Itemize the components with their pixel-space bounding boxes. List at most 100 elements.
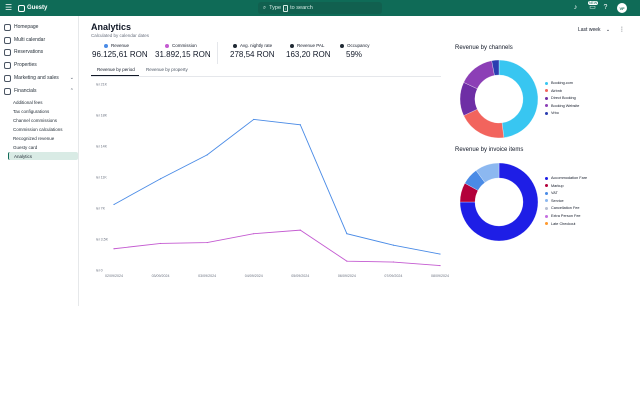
legend-item[interactable]: Extra Person Fee	[545, 214, 581, 218]
logo-mark-icon	[18, 4, 25, 12]
sidebar-item-label: Marketing and sales	[14, 75, 59, 81]
sidebar-subitem-analytics[interactable]: Analytics	[8, 152, 78, 160]
legend-item[interactable]: Service	[545, 199, 564, 203]
metric-value: 163,20 RON	[286, 50, 331, 59]
legend-item[interactable]: Markup	[545, 184, 564, 188]
donut-slice[interactable]	[463, 109, 505, 139]
data-point[interactable]	[439, 253, 441, 255]
avatar[interactable]: VF	[617, 3, 627, 13]
data-point[interactable]	[392, 261, 395, 263]
period-dropdown[interactable]: Last week ⌄	[578, 27, 610, 33]
x-tick-label: 05/09/2024	[291, 274, 309, 278]
donut-slice[interactable]	[475, 162, 500, 183]
new-badge: NEW	[588, 1, 599, 5]
data-point[interactable]	[206, 241, 208, 244]
chevron-down-icon: ⌄	[605, 27, 611, 33]
invoice-items-panel-title: Revenue by invoice items	[455, 147, 524, 153]
sidebar-subitem-recognized-revenue[interactable]: Recognized revenue	[13, 135, 55, 141]
y-tick-label: lei 7K	[96, 207, 106, 211]
chevron-down-icon: ⌄	[69, 75, 74, 81]
sidebar-subitem-tax-configurations[interactable]: Tax configurations	[13, 108, 50, 114]
period-value: Last week	[578, 27, 601, 33]
legend-item[interactable]: Booking.com	[545, 81, 573, 85]
search-prefix: Type	[269, 5, 282, 11]
y-tick-label: lei 21K	[96, 83, 108, 87]
sidebar-item-properties[interactable]: Properties	[4, 60, 78, 70]
guesty-logo[interactable]: Guesty	[18, 3, 47, 13]
data-point[interactable]	[299, 229, 301, 231]
more-options-icon[interactable]: ⋮	[619, 27, 625, 33]
y-tick-label: lei 3,5K	[96, 238, 109, 242]
data-point[interactable]	[159, 242, 162, 245]
sidebar-item-homepage[interactable]: Homepage	[4, 22, 78, 32]
legend-item[interactable]: VAT	[545, 191, 558, 195]
marketing-icon	[4, 74, 11, 82]
legend-swatch	[545, 214, 548, 218]
financials-icon	[4, 87, 11, 95]
sidebar-item-reservations[interactable]: Reservations	[4, 47, 78, 57]
x-tick-label: 02/09/2024	[105, 274, 123, 278]
legend-item[interactable]: Direct Booking	[545, 96, 576, 100]
sidebar-item-marketing[interactable]: Marketing and sales ⌄	[4, 73, 78, 83]
data-point[interactable]	[299, 124, 301, 126]
sidebar-subitem-additional-fees[interactable]: Additional fees	[13, 99, 43, 105]
data-point[interactable]	[253, 233, 255, 235]
data-point[interactable]	[206, 154, 208, 156]
legend-item[interactable]: Booking Website	[545, 104, 579, 108]
legend-label: Service	[551, 198, 564, 203]
metric-value: 278,54 RON	[230, 50, 275, 59]
series-line-revenue	[113, 118, 441, 255]
metric-label: Commission	[172, 43, 197, 48]
sidebar-subitem-commission-calculations[interactable]: Commission calculations	[13, 126, 63, 132]
metric-occupancy: Occupancy 59%	[340, 43, 370, 59]
legend-item[interactable]: Cancellation Fee	[545, 206, 580, 210]
sidebar-item-label: Properties	[14, 62, 37, 68]
legend-swatch	[545, 96, 548, 100]
legend-swatch	[545, 222, 548, 226]
page-title: Analytics	[91, 22, 132, 32]
metric-value: 96.125,61 RON	[92, 50, 148, 59]
legend-swatch	[545, 184, 548, 188]
legend-item[interactable]: Late Checkout	[545, 222, 576, 226]
tab-revenue-by-period[interactable]: Revenue by period	[97, 67, 135, 72]
metric-commission: Commission 31.892,15 RON	[155, 43, 211, 59]
hamburger-menu-icon[interactable]: ☰	[5, 3, 13, 12]
data-point[interactable]	[159, 178, 162, 180]
sidebar-item-multi-calendar[interactable]: Multi calendar	[4, 35, 78, 45]
legend-label: Late Checkout	[551, 221, 576, 226]
data-point[interactable]	[392, 244, 395, 246]
donut-slice[interactable]	[459, 162, 539, 242]
series-line-commission	[113, 229, 441, 267]
data-point[interactable]	[439, 264, 441, 267]
x-tick-label: 04/09/2024	[245, 274, 263, 278]
donut-slice[interactable]	[498, 59, 539, 138]
active-tab-indicator	[91, 75, 139, 76]
legend-label: Cancellation Fee	[551, 206, 580, 211]
chat-icon[interactable]: ▭	[589, 4, 596, 11]
x-tick-label: 03/09/2024	[198, 274, 216, 278]
legend-swatch	[545, 176, 548, 180]
revenue-line-chart: lei 21K lei 18K lei 14K lei 11K lei 7K lei 3,…	[96, 83, 449, 279]
search-bar[interactable]: ⌕ Type / to search	[258, 2, 382, 14]
legend-item[interactable]: Vrbo	[545, 111, 559, 115]
metric-label: Occupancy	[347, 43, 370, 48]
donut-slice[interactable]	[491, 59, 500, 76]
sidebar-subitem-guesty-card[interactable]: Guesty card	[13, 144, 38, 150]
bell-icon[interactable]: ♪	[573, 4, 578, 11]
metric-value: 31.892,15 RON	[155, 50, 211, 59]
data-point[interactable]	[346, 260, 348, 262]
sidebar-item-label: Multi calendar	[14, 37, 46, 43]
sidebar-subitem-channel-commissions[interactable]: Channel commissions	[13, 117, 58, 123]
help-icon[interactable]: ?	[603, 4, 608, 11]
data-point[interactable]	[346, 233, 348, 235]
donut-slice[interactable]	[463, 60, 495, 89]
sidebar-item-financials[interactable]: Financials ⌃	[4, 86, 78, 96]
legend-item[interactable]: Airbnb	[545, 89, 562, 93]
legend-swatch	[545, 191, 548, 195]
data-point[interactable]	[113, 203, 115, 206]
legend-item[interactable]: Accommodation Fare	[545, 176, 587, 180]
data-point[interactable]	[253, 118, 255, 121]
chevron-up-icon: ⌃	[69, 88, 74, 94]
tab-revenue-by-property[interactable]: Revenue by property	[146, 67, 188, 72]
data-point[interactable]	[113, 248, 115, 250]
